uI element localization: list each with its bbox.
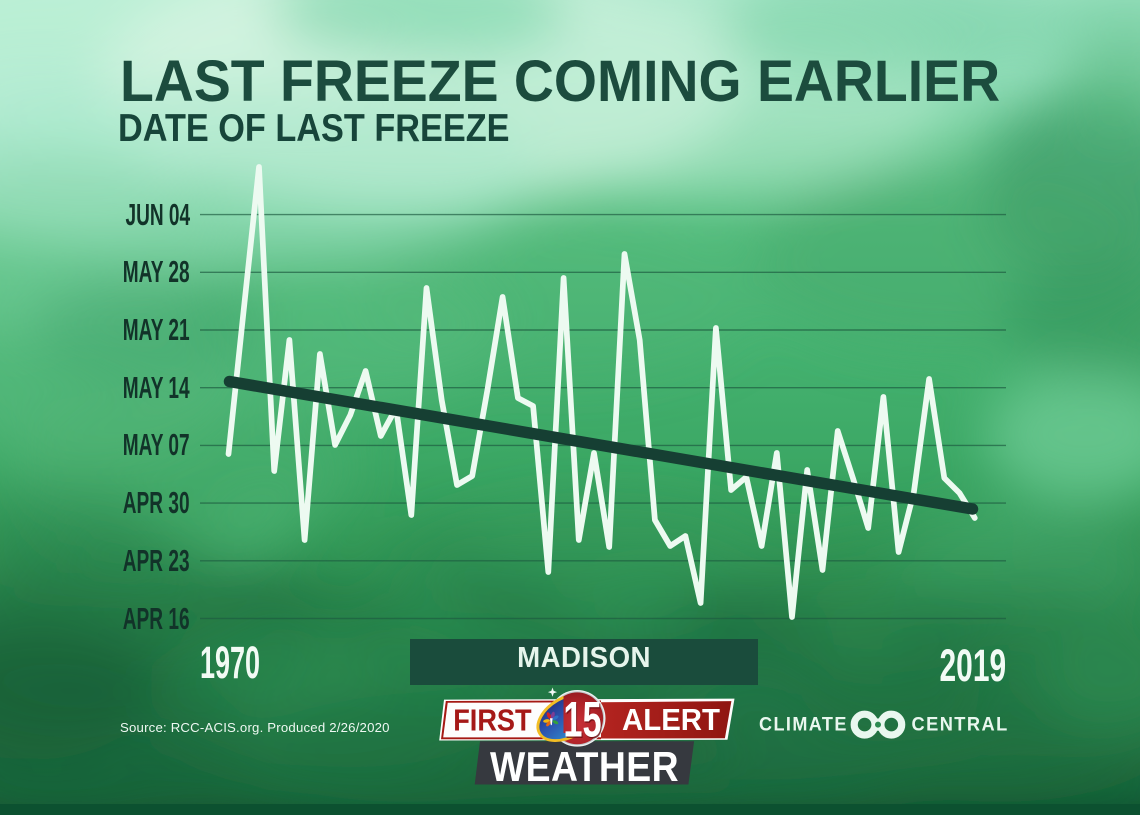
svg-text:ALERT: ALERT (622, 703, 720, 736)
svg-text:WEATHER: WEATHER (490, 744, 679, 790)
svg-text:CENTRAL: CENTRAL (912, 713, 1009, 734)
svg-text:15: 15 (563, 692, 601, 748)
svg-text:15: 15 (564, 693, 602, 749)
svg-text:CLIMATE: CLIMATE (759, 713, 848, 735)
svg-text:FIRST: FIRST (453, 704, 532, 738)
